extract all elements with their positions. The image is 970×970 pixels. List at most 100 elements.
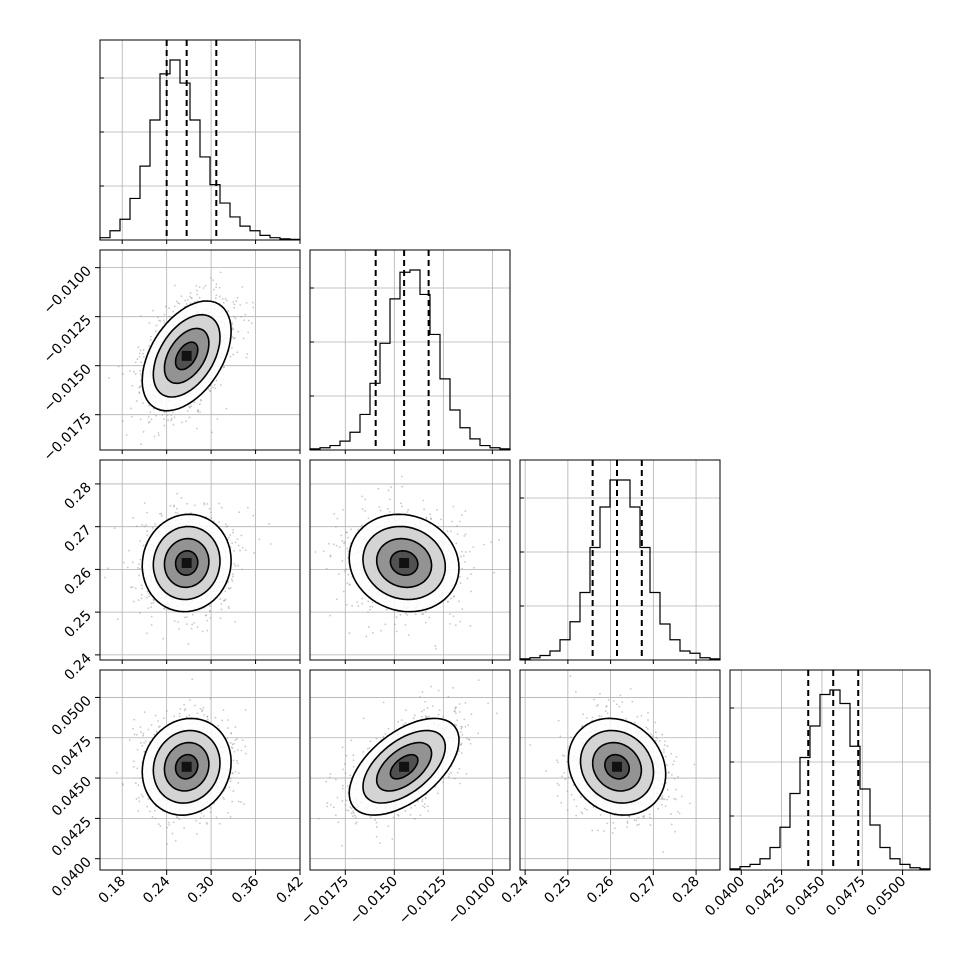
scatter-point bbox=[199, 817, 202, 819]
scatter-point bbox=[212, 279, 214, 282]
scatter-point bbox=[434, 645, 437, 647]
scatter-point bbox=[395, 630, 398, 633]
panel-content bbox=[100, 250, 300, 450]
scatter-point bbox=[176, 512, 179, 515]
hist-panel-2 bbox=[519, 459, 721, 661]
scatter-point bbox=[348, 632, 351, 634]
scatter-point bbox=[464, 551, 467, 553]
scatter-point bbox=[130, 586, 132, 589]
scatter-point bbox=[365, 635, 368, 638]
scatter-point bbox=[252, 306, 255, 309]
scatter-point bbox=[456, 525, 459, 527]
scatter-point bbox=[343, 570, 346, 573]
scatter-point bbox=[149, 335, 152, 338]
scatter-point bbox=[247, 319, 250, 322]
scatter-point bbox=[172, 505, 175, 508]
scatter-point bbox=[116, 618, 119, 621]
scatter-point bbox=[219, 271, 222, 274]
scatter-point bbox=[351, 605, 354, 607]
scatter-point bbox=[178, 715, 181, 718]
scatter-point bbox=[185, 616, 188, 619]
scatter-point bbox=[407, 508, 410, 511]
scatter-point bbox=[241, 546, 244, 549]
scatter-point bbox=[450, 530, 452, 533]
scatter-point bbox=[159, 320, 162, 322]
scatter-point bbox=[149, 411, 152, 414]
scatter-point bbox=[235, 300, 238, 302]
panel-content bbox=[100, 460, 300, 660]
scatter-point bbox=[322, 550, 325, 553]
scatter-point bbox=[150, 615, 153, 618]
scatter-point bbox=[243, 319, 246, 321]
scatter-point bbox=[236, 296, 239, 299]
scatter-point bbox=[160, 514, 163, 517]
scatter-point bbox=[229, 546, 232, 548]
scatter-point bbox=[436, 508, 438, 511]
scatter-point bbox=[204, 284, 207, 287]
scatter-point bbox=[231, 323, 233, 326]
scatter-point bbox=[222, 599, 225, 602]
scatter-point bbox=[435, 647, 437, 650]
scatter-point bbox=[209, 511, 212, 514]
contour-line bbox=[141, 300, 232, 412]
scatter-point bbox=[425, 516, 428, 519]
scatter-point bbox=[159, 512, 161, 515]
scatter-point bbox=[332, 543, 335, 546]
scatter-point bbox=[151, 527, 154, 529]
scatter-point bbox=[130, 415, 133, 418]
scatter-point bbox=[157, 434, 160, 437]
scatter-point bbox=[401, 485, 404, 488]
scatter-point bbox=[140, 741, 142, 744]
panel-content bbox=[100, 670, 300, 870]
hist-frame bbox=[729, 669, 931, 871]
scatter-point bbox=[137, 566, 139, 569]
scatter-point bbox=[462, 554, 465, 557]
scatter-point bbox=[143, 711, 146, 714]
scatter-point bbox=[428, 616, 431, 619]
scatter-point bbox=[214, 716, 217, 719]
scatter-point bbox=[150, 606, 152, 609]
scatter-point bbox=[104, 576, 107, 579]
scatter-point bbox=[335, 544, 338, 547]
scatter-point bbox=[150, 624, 153, 626]
scatter-point bbox=[178, 818, 181, 820]
scatter-point bbox=[227, 580, 230, 583]
scatter-point bbox=[150, 724, 153, 726]
scatter-point bbox=[464, 533, 467, 536]
scatter-point bbox=[178, 627, 181, 630]
scatter-point bbox=[472, 566, 475, 569]
scatter-point bbox=[240, 315, 243, 318]
scatter-point bbox=[166, 843, 168, 846]
scatter-point bbox=[231, 743, 234, 746]
scatter-point bbox=[244, 549, 247, 552]
scatter-point bbox=[144, 740, 147, 742]
scatter-point bbox=[226, 811, 229, 814]
scatter-point bbox=[145, 632, 148, 635]
scatter-point bbox=[191, 623, 194, 626]
scatter-point bbox=[364, 509, 366, 512]
scatter-point bbox=[215, 816, 218, 819]
scatter-point bbox=[250, 322, 253, 325]
scatter-point bbox=[233, 306, 236, 309]
scatter-point bbox=[196, 626, 199, 628]
scatter-point bbox=[424, 621, 427, 624]
scatter-point bbox=[232, 573, 234, 576]
scatter-point bbox=[154, 523, 157, 526]
scatter-point bbox=[221, 796, 224, 799]
scatter-point bbox=[379, 509, 382, 512]
scatter-point bbox=[345, 568, 348, 571]
scatter-point bbox=[447, 600, 449, 603]
scatter-point bbox=[245, 301, 248, 304]
scatter-point bbox=[225, 407, 228, 410]
scatter-point bbox=[128, 369, 131, 372]
scatter-point bbox=[172, 310, 175, 313]
scatter-point bbox=[186, 410, 189, 412]
scatter-point bbox=[361, 524, 363, 527]
scatter-point bbox=[198, 296, 201, 299]
scatter-point bbox=[218, 521, 220, 523]
scatter-point bbox=[225, 299, 228, 302]
scatter-point bbox=[361, 508, 364, 510]
scatter-point bbox=[139, 558, 142, 561]
scatter-point bbox=[143, 525, 146, 528]
scatter-point bbox=[242, 337, 245, 340]
